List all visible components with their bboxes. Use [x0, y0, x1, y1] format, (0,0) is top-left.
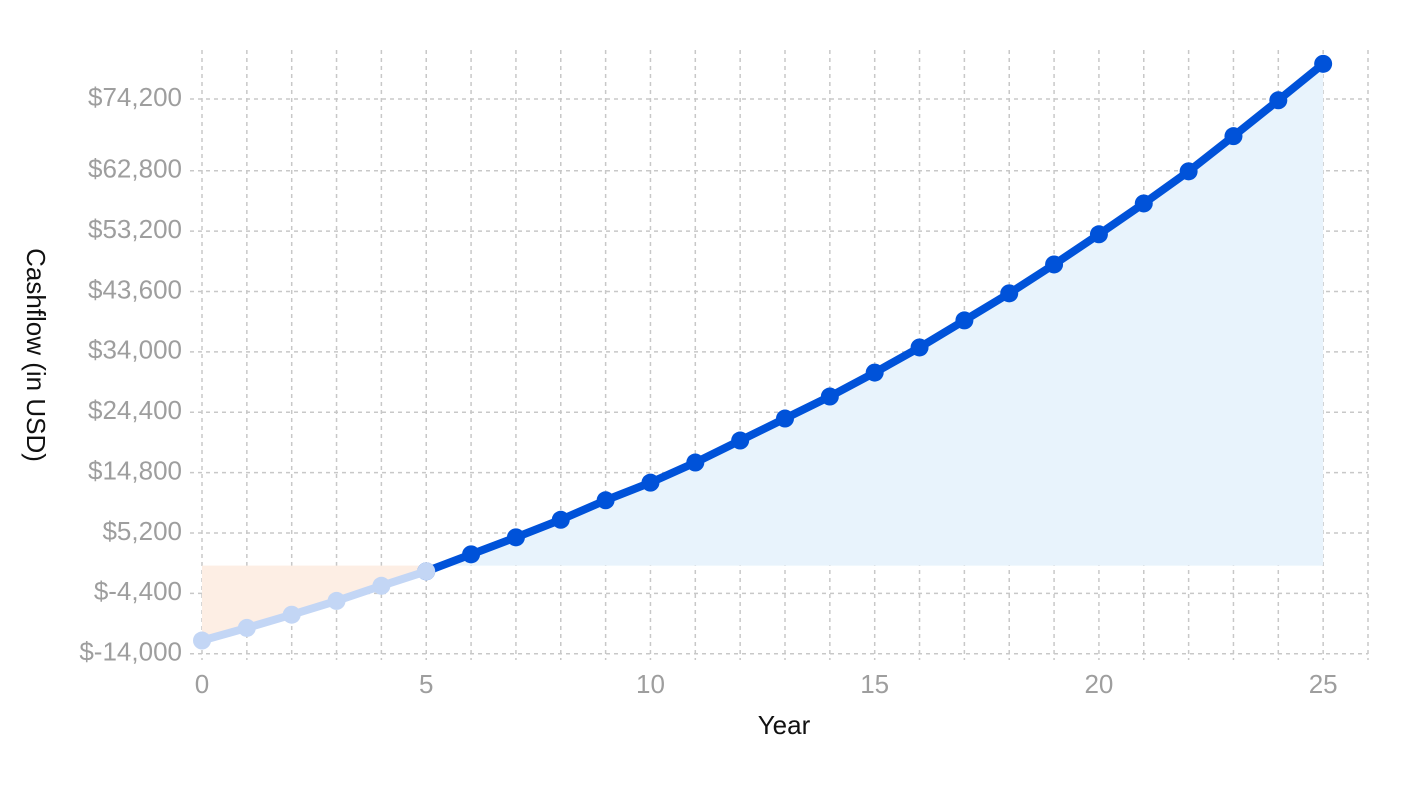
point: [372, 576, 391, 595]
point: [237, 618, 256, 637]
point: [417, 562, 436, 581]
lines: [193, 54, 1333, 650]
point: [776, 409, 794, 428]
x-tick-label: 10: [636, 669, 665, 699]
y-tick-label: $34,000: [88, 335, 182, 365]
point: [686, 453, 705, 472]
point: [551, 510, 570, 529]
y-tick-label: $43,600: [88, 274, 182, 304]
x-tick-label: 5: [419, 669, 433, 699]
y-tick-label: $62,800: [88, 154, 182, 184]
y-tick-label: $53,200: [88, 214, 182, 244]
areas: [202, 63, 1324, 641]
point: [282, 605, 301, 624]
point: [955, 311, 974, 330]
point: [910, 338, 929, 357]
x-tick-label: 25: [1309, 669, 1338, 699]
area: [426, 63, 1324, 572]
point: [596, 491, 615, 510]
point: [327, 591, 346, 610]
point: [1045, 255, 1064, 274]
point: [641, 473, 660, 492]
point: [731, 431, 750, 450]
point: [193, 631, 211, 650]
y-tick-label: $14,800: [88, 455, 182, 485]
point: [1314, 54, 1333, 73]
point: [506, 528, 525, 547]
y-tick-label: $74,200: [88, 82, 182, 112]
y-tick-label: $-4,400: [94, 576, 182, 606]
y-axis-title: Cashflow (in USD): [21, 248, 51, 462]
x-axis-title: Year: [758, 710, 811, 740]
y-tick-label: $-14,000: [79, 637, 182, 667]
x-tick-label: 0: [195, 669, 209, 699]
x-tick-label: 15: [860, 669, 889, 699]
labels: $-14,000 $-4,400 $5,200 $14,800 $24,400 $34,0…: [79, 82, 1337, 699]
y-tick-label: $24,400: [88, 395, 182, 425]
point: [1089, 225, 1108, 244]
x-tick-label: 20: [1084, 669, 1113, 699]
point: [462, 545, 481, 564]
point: [1134, 194, 1153, 213]
point: [1224, 127, 1243, 146]
y-tick-label: $5,200: [102, 516, 182, 546]
point: [1179, 162, 1198, 181]
point: [820, 387, 839, 406]
point: [865, 363, 884, 382]
point: [1000, 284, 1019, 303]
point: [1269, 91, 1288, 110]
